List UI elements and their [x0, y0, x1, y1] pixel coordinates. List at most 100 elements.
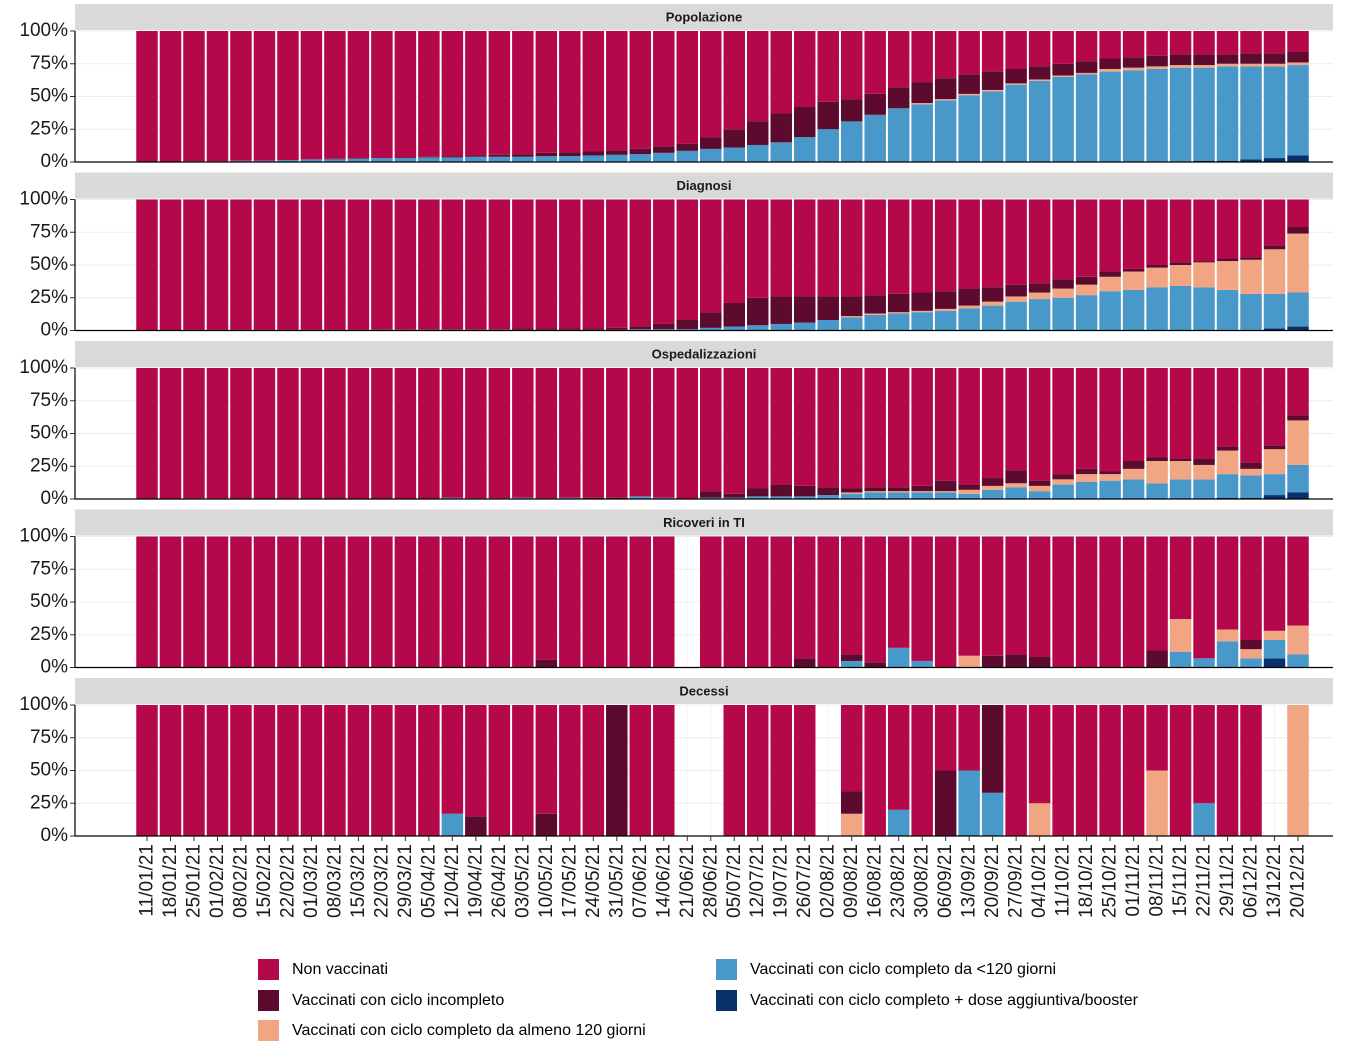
bar-segment	[394, 158, 417, 162]
y-tick-label: 75%	[30, 727, 68, 748]
bar-segment	[253, 160, 276, 162]
bar-segment	[1005, 296, 1027, 302]
bar-segment	[958, 536, 980, 656]
bar-segment	[136, 368, 158, 499]
bar-segment	[700, 31, 722, 138]
bar-segment	[347, 368, 370, 499]
bar-segment	[1240, 658, 1262, 668]
x-tick-label: 25/01/21	[183, 844, 204, 918]
bar-segment	[934, 291, 957, 309]
bar-segment	[441, 813, 464, 836]
bar-segment	[183, 199, 205, 330]
bar-segment	[1052, 288, 1074, 298]
bar-segment	[1122, 271, 1145, 290]
bar-segment	[1193, 705, 1215, 804]
bar-segment	[958, 199, 980, 289]
bar-segment	[958, 95, 980, 162]
bar-segment	[1287, 464, 1309, 493]
bar-segment	[817, 101, 839, 130]
bar-segment	[606, 497, 628, 499]
bar-segment	[1052, 199, 1074, 280]
bar-segment	[441, 31, 464, 157]
bar-segment	[559, 705, 581, 836]
bar-segment	[1287, 326, 1309, 331]
bar-segment	[277, 536, 299, 668]
bar-segment	[887, 647, 910, 668]
bar-segment	[746, 488, 769, 497]
bar-segment	[230, 160, 252, 162]
bar-segment	[1263, 445, 1286, 450]
bar-segment	[488, 31, 511, 155]
bar-segment	[535, 659, 558, 668]
bar-segment	[958, 705, 980, 771]
bar-segment	[934, 536, 957, 668]
x-tick-label: 19/07/21	[771, 844, 792, 918]
bar-segment	[723, 705, 745, 836]
bar-segment	[864, 31, 886, 94]
bar-segment	[1169, 54, 1192, 66]
y-tick-label: 25%	[30, 624, 68, 645]
bar-segment	[253, 705, 276, 836]
bar-segment	[770, 496, 792, 499]
bar-segment	[934, 492, 957, 499]
bar-segment	[1122, 536, 1145, 668]
bar-segment	[394, 329, 417, 330]
bar-segment	[1169, 285, 1192, 331]
bar-segment	[1263, 245, 1286, 250]
bar-segment	[1287, 705, 1309, 836]
bar-segment	[535, 536, 558, 660]
bar-segment	[277, 368, 299, 499]
bar-segment	[1193, 54, 1215, 66]
bar-segment	[159, 199, 182, 331]
bar-segment	[887, 199, 910, 294]
bar-segment	[1146, 536, 1168, 651]
bar-segment	[864, 199, 886, 296]
bar-segment	[911, 292, 933, 311]
bar-segment	[1169, 479, 1192, 499]
bar-segment	[1075, 474, 1098, 482]
bar-segment	[1193, 458, 1215, 465]
bar-segment	[1122, 479, 1145, 499]
bar-segment	[700, 497, 722, 499]
bar-segment	[253, 536, 276, 668]
bar-segment	[981, 91, 1004, 162]
bar-segment	[1052, 705, 1074, 836]
bar-segment	[253, 199, 276, 330]
bar-segment	[653, 536, 675, 668]
y-tick-label: 0%	[41, 320, 69, 341]
bar-segment	[1263, 249, 1286, 294]
y-tick-label: 75%	[30, 390, 68, 411]
bar-segment	[1216, 474, 1239, 498]
bar-segment	[817, 495, 839, 499]
bar-segment	[887, 368, 910, 488]
bar-segment	[676, 320, 699, 330]
bar-segment	[1216, 31, 1239, 55]
bar-segment	[958, 493, 980, 499]
bar-segment	[1005, 199, 1027, 285]
y-tick-label: 100%	[19, 526, 68, 547]
x-tick-label: 13/12/21	[1264, 844, 1285, 918]
x-tick-label: 22/03/21	[371, 844, 392, 918]
bar-segment	[981, 485, 1004, 490]
bar-segment	[512, 328, 534, 330]
bar-segment	[934, 310, 957, 331]
bar-segment	[300, 368, 323, 499]
bar-segment	[488, 705, 511, 836]
bar-segment	[606, 368, 628, 498]
bar-segment	[230, 199, 252, 330]
bar-segment	[629, 148, 652, 155]
bar-segment	[840, 368, 863, 489]
bar-segment	[1146, 267, 1168, 288]
bar-segment	[840, 296, 863, 317]
bar-segment	[1146, 31, 1168, 56]
bar-segment	[793, 137, 816, 162]
bar-segment	[1193, 287, 1215, 331]
bar-segment	[934, 31, 957, 79]
bar-segment	[1216, 368, 1239, 447]
y-tick-label: 100%	[19, 694, 68, 715]
bar-segment	[559, 199, 581, 329]
bar-segment	[559, 536, 581, 668]
bar-segment	[465, 155, 487, 157]
bar-segment	[1216, 536, 1239, 630]
bar-segment	[746, 705, 769, 836]
